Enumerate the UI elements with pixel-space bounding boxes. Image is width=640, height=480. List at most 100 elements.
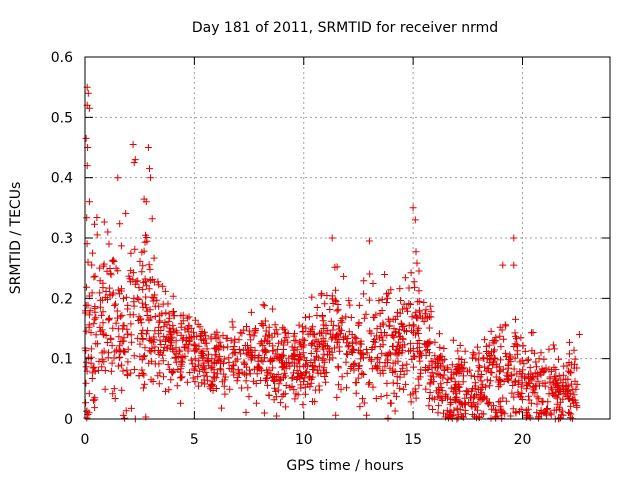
data-point <box>490 358 497 366</box>
data-point <box>321 300 329 308</box>
data-point <box>103 267 111 275</box>
y-tick-label: 0.1 <box>51 352 73 368</box>
data-point <box>421 310 429 318</box>
data-point <box>413 339 421 347</box>
data-point <box>118 361 126 369</box>
data-point <box>481 336 489 344</box>
data-point <box>274 371 282 378</box>
x-tick-label: 0 <box>81 432 90 448</box>
data-point <box>487 414 495 422</box>
data-point <box>363 411 371 419</box>
data-point <box>528 347 536 355</box>
data-point <box>496 367 504 375</box>
data-point <box>384 414 392 422</box>
data-point <box>122 209 130 217</box>
data-point <box>89 249 97 257</box>
data-point <box>403 360 411 368</box>
data-point <box>567 402 575 410</box>
data-point <box>211 351 219 359</box>
data-point <box>82 327 90 335</box>
data-point <box>517 334 525 342</box>
data-point <box>459 378 467 386</box>
data-point <box>169 369 176 377</box>
data-point <box>121 348 128 356</box>
data-point <box>343 384 350 392</box>
data-point <box>547 411 555 419</box>
data-point <box>455 380 463 388</box>
data-point <box>259 347 267 355</box>
data-point <box>211 330 219 338</box>
data-point <box>469 411 477 418</box>
x-tick-label: 15 <box>404 432 422 448</box>
data-point <box>155 281 163 289</box>
data-point <box>279 324 287 332</box>
data-point <box>555 391 563 399</box>
data-point <box>327 317 335 325</box>
data-point <box>141 352 148 360</box>
data-point <box>426 302 434 310</box>
data-point <box>160 323 168 331</box>
data-point <box>339 336 347 344</box>
data-point <box>482 383 490 391</box>
data-point <box>548 385 556 393</box>
data-point <box>554 381 562 389</box>
data-point <box>178 358 186 366</box>
data-point <box>437 380 445 388</box>
data-point <box>150 333 158 341</box>
data-point <box>566 368 574 376</box>
data-point <box>412 394 420 402</box>
data-point <box>138 268 146 276</box>
data-point <box>242 408 250 416</box>
data-point <box>472 382 479 390</box>
chart-title: Day 181 of 2011, SRMTID for receiver nrm… <box>192 20 498 36</box>
data-point <box>143 282 151 290</box>
data-point <box>405 284 413 292</box>
data-point <box>467 372 475 380</box>
data-point <box>346 301 354 309</box>
data-point <box>282 403 290 411</box>
data-point <box>335 322 343 330</box>
data-point <box>533 400 541 408</box>
data-point <box>375 297 383 305</box>
data-point <box>550 406 558 414</box>
data-point <box>393 342 401 350</box>
data-point <box>216 338 224 346</box>
data-point <box>115 353 123 361</box>
data-point <box>390 389 398 397</box>
data-point <box>384 350 392 358</box>
data-point <box>271 329 279 337</box>
data-point <box>148 344 156 352</box>
data-point <box>308 293 316 301</box>
data-point <box>573 402 581 410</box>
data-point <box>158 310 166 318</box>
data-point <box>414 298 422 306</box>
data-point <box>523 357 531 364</box>
data-point <box>383 331 391 339</box>
data-point <box>414 330 422 337</box>
data-point <box>147 174 155 182</box>
data-point <box>101 367 109 374</box>
data-point <box>566 350 573 358</box>
y-tick-label: 0 <box>64 412 73 428</box>
data-point <box>422 385 430 393</box>
data-point <box>130 159 138 167</box>
data-point <box>138 330 146 338</box>
data-point <box>85 321 93 329</box>
data-point <box>237 350 245 358</box>
data-point <box>259 322 267 330</box>
data-point <box>455 370 463 378</box>
data-point <box>391 407 399 415</box>
data-point <box>474 343 481 351</box>
data-point <box>471 373 478 380</box>
data-point <box>131 156 139 164</box>
data-point <box>510 378 518 386</box>
data-point <box>183 378 191 386</box>
data-point <box>129 141 137 148</box>
data-point <box>145 316 153 324</box>
data-point <box>243 323 250 330</box>
data-point <box>286 362 294 370</box>
data-point <box>293 376 301 383</box>
data-point <box>454 347 462 355</box>
data-point <box>372 364 380 372</box>
data-point <box>521 347 529 355</box>
